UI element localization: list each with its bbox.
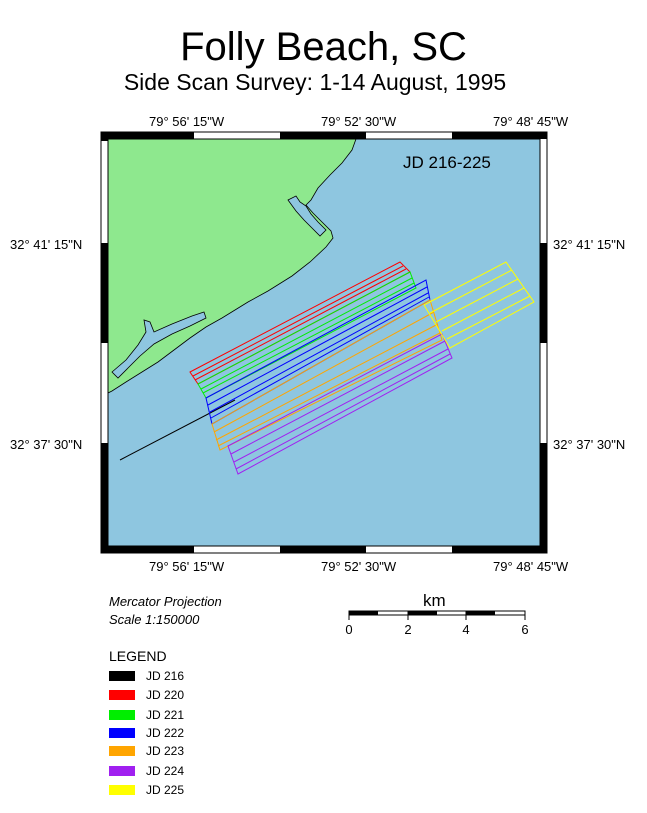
legend-swatch [109,746,135,756]
scalebar-tick-6: 6 [521,622,529,637]
projection-info: Mercator Projection Scale 1:150000 [109,593,222,629]
left-lat-label-1: 32° 41' 15"N [10,237,83,252]
legend-swatch [109,690,135,700]
legend-swatch [109,766,135,776]
legend-label: JD 221 [146,708,185,722]
right-lat-label-2: 32° 37' 30"N [553,437,626,452]
bottom-lon-label-3: 79° 48' 45"W [493,559,569,574]
scalebar-unit: km [423,591,446,610]
top-lon-label-2: 79° 52' 30"W [321,114,397,129]
legend-label: JD 220 [146,688,185,702]
right-lat-label-1: 32° 41' 15"N [553,237,626,252]
legend-label: JD 222 [146,726,185,740]
legend-label: JD 225 [146,783,185,797]
projection-text: Mercator Projection [109,594,222,609]
legend-swatch [109,710,135,720]
legend-swatch [109,785,135,795]
map-jd-label: JD 216-225 [403,153,491,172]
legend-label: JD 224 [146,764,185,778]
map-title: Folly Beach, SC [180,25,467,69]
scalebar-tick-0: 0 [345,622,353,637]
left-lat-label-2: 32° 37' 30"N [10,437,83,452]
scalebar-tick-2: 2 [404,622,412,637]
bottom-lon-label-2: 79° 52' 30"W [321,559,397,574]
bottom-lon-label-1: 79° 56' 15"W [149,559,225,574]
legend-swatch [109,671,135,681]
legend-label: JD 223 [146,744,185,758]
legend-swatch [109,728,135,738]
map-subtitle: Side Scan Survey: 1-14 August, 1995 [123,69,507,95]
legend-title: LEGEND [109,648,167,664]
top-lon-label-1: 79° 56' 15"W [149,114,225,129]
top-lon-label-3: 79° 48' 45"W [493,114,569,129]
scalebar-tick-4: 4 [462,622,470,637]
scale-text: Scale 1:150000 [109,612,200,627]
legend-label: JD 216 [146,669,185,683]
